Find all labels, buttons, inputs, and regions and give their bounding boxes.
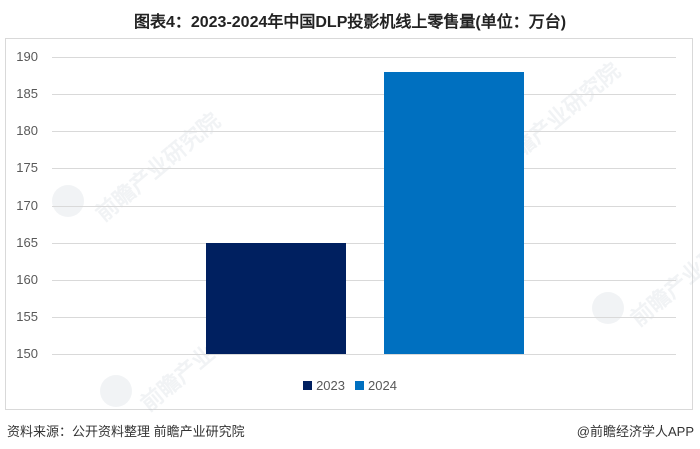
legend-item-2024: 2024 [355, 378, 397, 393]
legend-swatch-2023 [303, 381, 313, 390]
legend-item-2023: 2023 [303, 378, 345, 393]
chart-frame [5, 38, 693, 410]
legend-swatch-2024 [355, 381, 364, 390]
credit-note: @前瞻经济学人APP [576, 424, 694, 439]
legend: 2023 2024 [0, 378, 700, 393]
source-note: 资料来源：公开资料整理 前瞻产业研究院 [7, 424, 245, 439]
chart-title: 图表4：2023-2024年中国DLP投影机线上零售量(单位：万台) [133, 14, 567, 31]
legend-label: 2024 [368, 378, 397, 393]
legend-label: 2023 [316, 378, 345, 393]
